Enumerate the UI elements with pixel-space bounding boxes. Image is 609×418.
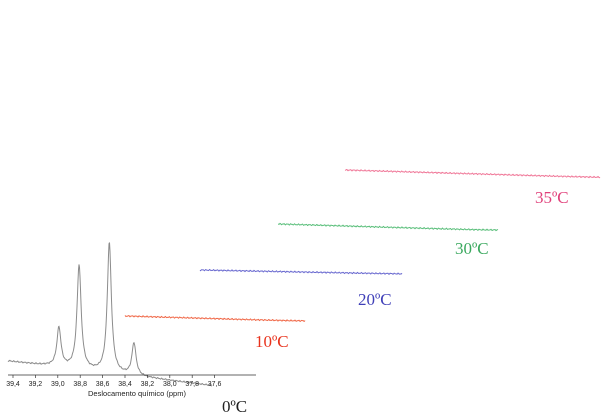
x-tick-label: 38,8 (73, 381, 87, 388)
x-ticks: 39,4 39,2 39,0 38,8 38,6 38,4 38,2 38,0 37,8 37,6 (6, 375, 222, 388)
x-tick-label: 38,6 (96, 381, 110, 388)
spectrum-trace-2 (199, 268, 403, 275)
x-axis-label: Deslocamento químico (ppm) (88, 389, 186, 398)
spectrum-trace-1 (124, 315, 306, 322)
spectrum-trace-3 (278, 222, 499, 232)
x-tick-label: 39,2 (29, 381, 43, 388)
x-tick-label: 38,2 (141, 381, 155, 388)
series-label-0: 0ºC (222, 397, 247, 416)
series-label-4: 35ºC (535, 188, 569, 207)
x-tick-label: 37,8 (185, 381, 199, 388)
series-label-3: 30ºC (455, 239, 489, 258)
x-tick-label: 39,0 (51, 381, 65, 388)
x-tick-label: 37,6 (208, 381, 222, 388)
spectra-traces (7, 169, 601, 387)
x-tick-label: 38,0 (163, 381, 177, 388)
series-label-1: 10ºC (255, 332, 289, 351)
x-axis: 39,4 39,2 39,0 38,8 38,6 38,4 38,2 38,0 37,8 37,6… (6, 374, 256, 398)
spectrum-trace-4 (344, 169, 601, 179)
spectrum-trace-0 (7, 242, 213, 387)
series-label-2: 20ºC (358, 290, 392, 309)
x-tick-label: 38,4 (118, 381, 132, 388)
x-tick-label: 39,4 (6, 381, 20, 388)
series-labels: 0ºC 10ºC 20ºC 30ºC 35ºC (222, 188, 569, 416)
